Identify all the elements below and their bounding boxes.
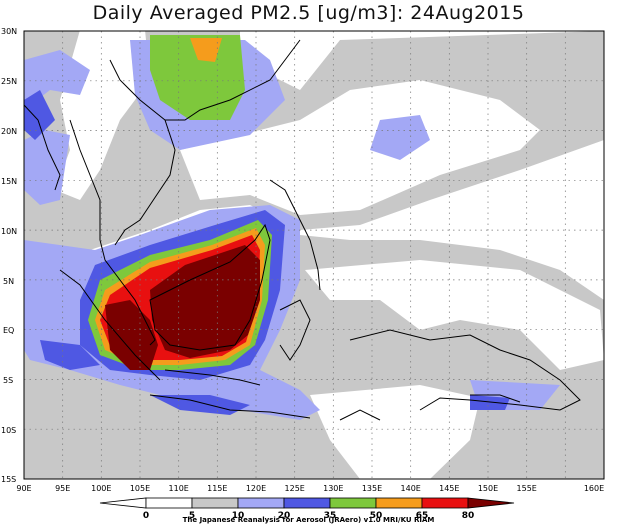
credit-text: The Japanese Reanalysis for Aerosol (JRA… xyxy=(182,516,435,524)
lon-tick: 130E xyxy=(323,484,343,493)
lat-tick: 15S xyxy=(1,475,16,484)
colorbar-label: 0 xyxy=(143,511,149,521)
lat-tick: EQ xyxy=(3,326,14,335)
colorbar: 0 5 10 20 35 50 65 80 xyxy=(99,497,515,521)
lon-tick: 95E xyxy=(55,484,70,493)
lat-tick: 25N xyxy=(1,77,17,86)
lon-tick: 110E xyxy=(169,484,189,493)
colorbar-label: 10 xyxy=(232,511,245,521)
lon-tick: 160E xyxy=(584,484,604,493)
colorbar-segment xyxy=(375,497,423,509)
lat-tick: 30N xyxy=(1,27,17,36)
colorbar-segment xyxy=(283,497,331,509)
plot-frame xyxy=(23,30,605,480)
lat-tick: 20N xyxy=(1,127,17,136)
colorbar-label: 65 xyxy=(416,511,429,521)
map-title: Daily Averaged PM2.5 [ug/m3]: 24Aug2015 xyxy=(92,2,525,24)
lon-tick: 105E xyxy=(130,484,150,493)
lon-tick: 100E xyxy=(91,484,111,493)
pm25-fields xyxy=(24,31,604,479)
lat-tick: 5S xyxy=(3,376,13,385)
lon-tick: 140E xyxy=(401,484,421,493)
colorbar-segment xyxy=(421,497,469,509)
colorbar-right-triangle xyxy=(467,497,515,509)
lat-tick: 15N xyxy=(1,177,17,186)
colorbar-segment xyxy=(329,497,377,509)
colorbar-segment xyxy=(237,497,285,509)
lon-tick: 125E xyxy=(285,484,305,493)
lon-tick: 145E xyxy=(439,484,459,493)
lat-axis: 30N 25N 20N 15N 10N 5N EQ 5S 10S 15S xyxy=(1,27,17,484)
colorbar-label: 80 xyxy=(462,511,475,521)
lon-axis: 90E 95E 100E 105E 110E 115E 120E 125E 13… xyxy=(16,484,604,493)
colorbar-segment xyxy=(191,497,239,509)
lon-tick: 135E xyxy=(362,484,382,493)
coastlines xyxy=(24,39,581,421)
colorbar-label: 35 xyxy=(324,511,337,521)
colorbar-segment xyxy=(145,497,193,509)
colorbar-label: 20 xyxy=(278,511,291,521)
lon-tick: 120E xyxy=(246,484,266,493)
lat-tick: 10S xyxy=(1,426,16,435)
lon-tick: 90E xyxy=(16,484,31,493)
colorbar-left-triangle xyxy=(99,497,147,509)
lon-tick: 150E xyxy=(478,484,498,493)
lon-tick: 155E xyxy=(517,484,537,493)
lat-tick: 5N xyxy=(3,277,14,286)
colorbar-label: 5 xyxy=(189,511,195,521)
lat-tick: 10N xyxy=(1,227,17,236)
lon-tick: 115E xyxy=(207,484,227,493)
colorbar-label: 50 xyxy=(370,511,383,521)
